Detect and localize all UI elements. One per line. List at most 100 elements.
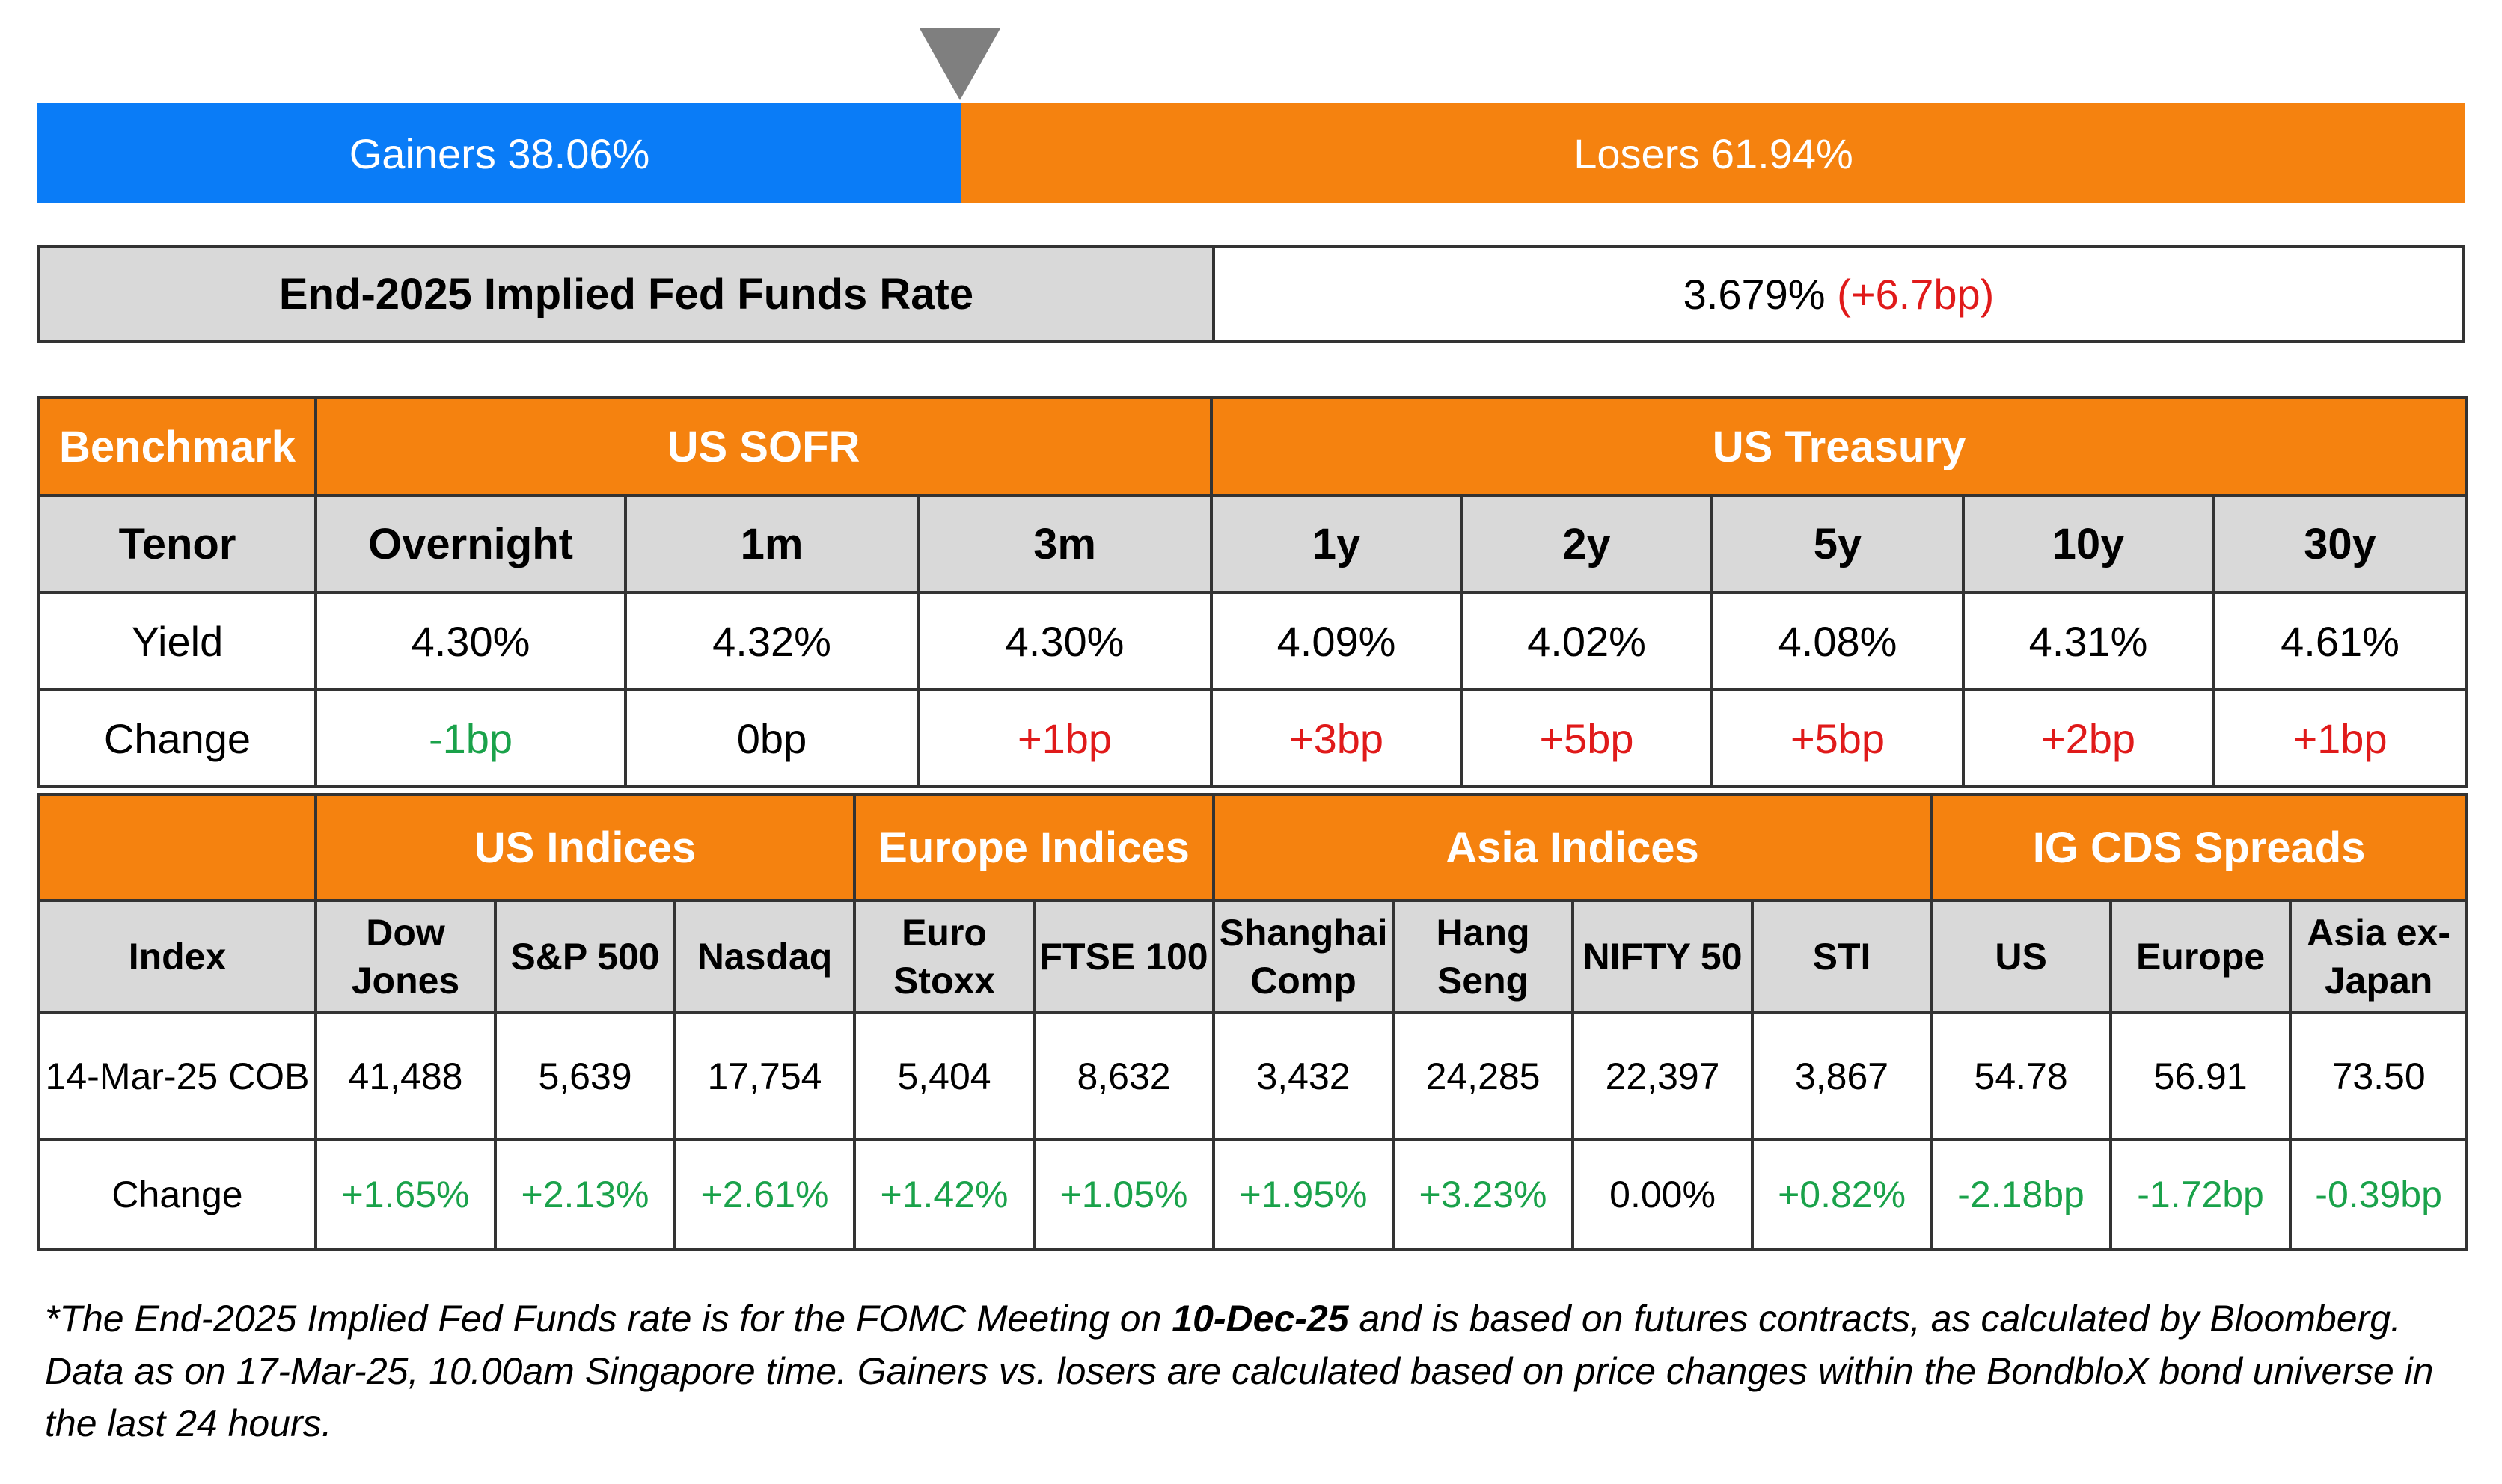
rate-change-cell: +5bp [1710,688,1966,788]
index-change-label: Change [37,1138,317,1251]
yield-cell: 4.30% [916,591,1214,691]
index-name-header: NIFTY 50 [1571,899,1755,1014]
tenor-row: Tenor Overnight 1m 3m 1y 2y 5y 10y 30y [37,494,2469,594]
index-name-line: Jones [351,960,460,1002]
rates-change-row: Change -1bp 0bp +1bp +3bp +5bp +5bp +2bp +1bp [37,688,2469,788]
yield-cell: 4.30% [314,591,627,691]
index-change-cell: 0.00% [1571,1138,1755,1251]
fed-funds-value: 3.679% [1683,270,1826,318]
europe-indices-header: Europe Indices [853,793,1216,902]
tenor-header: 5y [1710,494,1966,594]
index-value-cell: 41,488 [314,1011,497,1141]
yield-cell: 4.09% [1210,591,1463,691]
rate-change-cell: +1bp [916,688,1214,788]
index-name-line: STI [1812,936,1871,978]
tenor-label: Tenor [37,494,317,594]
index-name-header: Euro Stoxx [853,899,1036,1014]
index-change-cell: +2.61% [673,1138,857,1251]
index-change-row: Change +1.65% +2.13% +2.61% +1.42% +1.05% +1.… [37,1138,2469,1251]
index-value-cell: 3,432 [1212,1011,1395,1141]
tenor-header: 1y [1210,494,1463,594]
treasury-group-header: US Treasury [1210,396,2469,497]
tenor-header: 1m [624,494,920,594]
yield-cell: 4.61% [2212,591,2469,691]
index-name-row: Index Dow Jones S&P 500 Nasdaq Euro Stoxx FTSE… [37,899,2469,1014]
index-name-line: Comp [1250,960,1356,1002]
index-name-line: FTSE 100 [1039,936,1208,978]
index-name-header: Asia ex- Japan [2289,899,2469,1014]
losers-label: Losers 61.94% [1573,129,1853,177]
index-name-line: Dow [366,912,445,954]
index-change-cell: -1.72bp [2109,1138,2293,1251]
yield-row: Yield 4.30% 4.32% 4.30% 4.09% 4.02% 4.08% 4.31… [37,591,2469,691]
rate-change-cell: +5bp [1460,688,1714,788]
tenor-header: 10y [1962,494,2215,594]
index-change-cell: +1.95% [1212,1138,1395,1251]
index-change-cell: +1.42% [853,1138,1036,1251]
tenor-header: Overnight [314,494,627,594]
footnote-part2: and is based on futures contracts, as ca… [45,1298,2434,1444]
index-name-line: Japan [2324,960,2433,1002]
fed-funds-value-cell: 3.679% (+6.7bp) [1215,248,2462,340]
date-label: 14-Mar-25 COB [37,1011,317,1141]
index-name-header: FTSE 100 [1033,899,1216,1014]
index-value-cell: 5,639 [494,1011,676,1141]
rate-change-cell: +3bp [1210,688,1463,788]
index-name-line: US [1995,936,2047,978]
footnote-bold-date: 10-Dec-25 [1172,1298,1349,1340]
index-value-cell: 8,632 [1033,1011,1216,1141]
index-value-cell: 56.91 [2109,1011,2293,1141]
index-name-line: Hang [1436,912,1530,954]
index-change-cell: +2.13% [494,1138,676,1251]
index-name-line: Europe [2135,936,2266,978]
tenor-header: 30y [2212,494,2469,594]
index-value-cell: 54.78 [1930,1011,2113,1141]
index-name-header: Hang Seng [1392,899,1575,1014]
index-name-header: Nasdaq [673,899,857,1014]
index-change-cell: +3.23% [1392,1138,1575,1251]
index-value-cell: 5,404 [853,1011,1036,1141]
rate-change-cell: +1bp [2212,688,2469,788]
index-name-line: S&P 500 [510,936,660,978]
index-label: Index [37,899,317,1014]
gainers-segment: Gainers 38.06% [37,103,962,203]
index-name-line: Asia ex- [2307,912,2450,954]
rate-change-cell: 0bp [624,688,920,788]
yield-cell: 4.02% [1460,591,1714,691]
tenor-header: 3m [916,494,1214,594]
rate-change-cell: +2bp [1962,688,2215,788]
rates-table: Benchmark US SOFR US Treasury Tenor Over… [37,396,2469,788]
index-value-cell: 22,397 [1571,1011,1755,1141]
index-name-line: Nasdaq [697,936,833,978]
pointer-triangle-icon [920,28,1000,100]
index-value-cell: 73.50 [2289,1011,2469,1141]
index-change-cell: -2.18bp [1930,1138,2113,1251]
fed-funds-box: End-2025 Implied Fed Funds Rate 3.679% (… [37,245,2465,343]
yield-cell: 4.08% [1710,591,1966,691]
index-value-cell: 17,754 [673,1011,857,1141]
footnote-part1: *The End-2025 Implied Fed Funds rate is … [45,1298,1172,1340]
yield-cell: 4.32% [624,591,920,691]
fed-funds-label: End-2025 Implied Fed Funds Rate [40,248,1215,340]
fed-funds-change: (+6.7bp) [1837,270,1995,318]
indices-table: US Indices Europe Indices Asia Indices I… [37,793,2469,1251]
index-name-line: Stoxx [893,960,996,1002]
ig-cds-header: IG CDS Spreads [1930,793,2469,902]
gainers-losers-bar: Gainers 38.06% Losers 61.94% [37,103,2465,203]
benchmark-header: Benchmark [37,396,317,497]
index-value-row: 14-Mar-25 COB 41,488 5,639 17,754 5,404 8,63… [37,1011,2469,1141]
losers-segment: Losers 61.94% [961,103,2465,203]
index-name-header: Shanghai Comp [1212,899,1395,1014]
rate-change-cell: -1bp [314,688,627,788]
index-name-header: Europe [2109,899,2293,1014]
index-change-cell: +1.65% [314,1138,497,1251]
index-name-header: S&P 500 [494,899,676,1014]
us-indices-header: US Indices [313,793,857,902]
tenor-header: 2y [1460,494,1714,594]
gainers-label: Gainers 38.06% [349,129,650,177]
index-change-cell: -0.39bp [2289,1138,2469,1251]
index-name-line: Shanghai [1219,912,1388,954]
yield-cell: 4.31% [1962,591,2215,691]
index-name-header: Dow Jones [314,899,497,1014]
indices-corner-cell [37,793,317,902]
